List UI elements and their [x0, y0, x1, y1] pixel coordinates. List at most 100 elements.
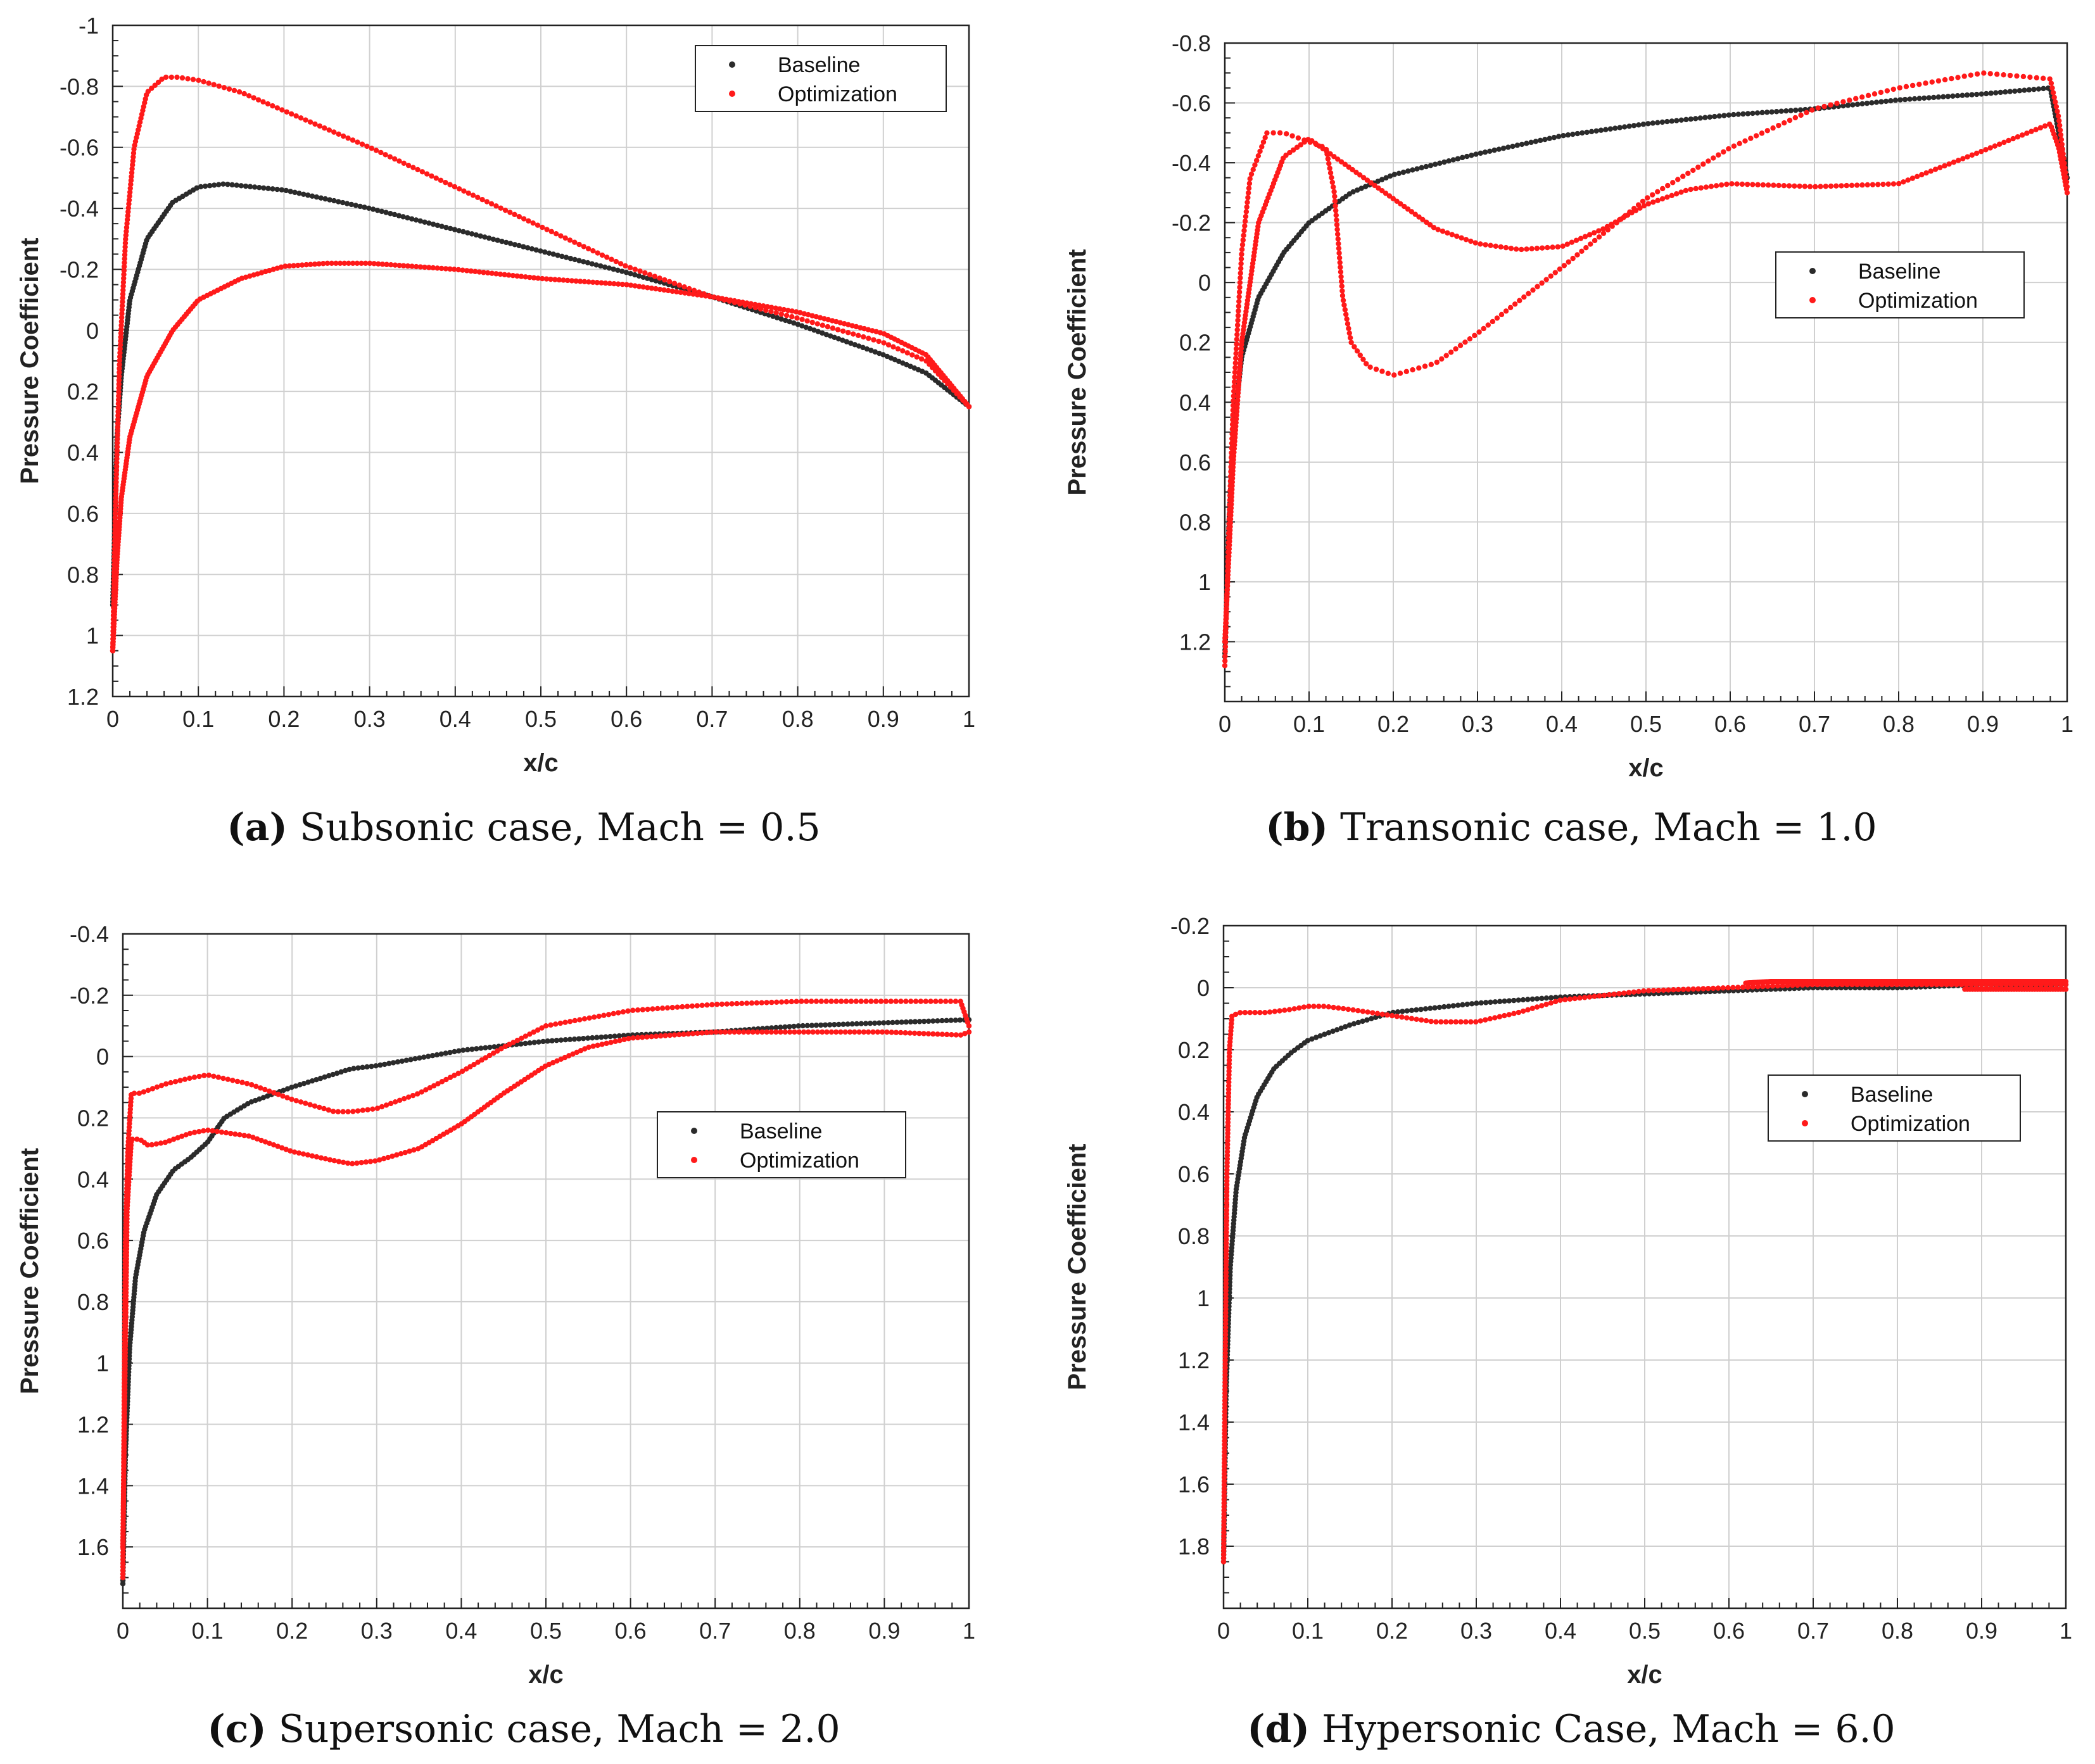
- data-point: [1954, 93, 1961, 99]
- data-point: [1592, 237, 1598, 244]
- data-point: [658, 1033, 664, 1039]
- data-point: [376, 261, 381, 267]
- data-point: [1753, 133, 1759, 139]
- data-point: [1224, 1244, 1229, 1250]
- legend-label-baseline: Baseline: [1858, 260, 1940, 284]
- data-point: [1235, 313, 1241, 318]
- data-point: [1455, 1002, 1461, 1008]
- data-point: [586, 1015, 592, 1021]
- data-point: [1332, 194, 1338, 199]
- data-point: [1338, 274, 1344, 280]
- data-point: [1405, 168, 1411, 174]
- data-point: [487, 1044, 493, 1050]
- data-point: [246, 93, 252, 99]
- data-point: [1364, 177, 1370, 183]
- data-point: [359, 141, 365, 147]
- data-point: [1764, 110, 1770, 115]
- series-optimization: [1220, 979, 2069, 1565]
- data-point: [574, 1049, 580, 1055]
- data-point: [1669, 192, 1674, 198]
- data-point: [346, 1066, 352, 1073]
- data-point: [1270, 130, 1276, 136]
- data-point: [322, 1074, 327, 1080]
- data-point: [472, 268, 478, 275]
- data-point: [1224, 1175, 1230, 1180]
- data-point: [116, 389, 122, 395]
- data-point: [1339, 288, 1345, 294]
- data-point: [709, 1002, 715, 1007]
- data-point: [1223, 1273, 1229, 1279]
- data-point: [1223, 1266, 1229, 1272]
- data-point: [196, 77, 201, 84]
- data-point: [854, 1021, 859, 1027]
- data-point: [621, 1033, 626, 1038]
- data-point: [794, 309, 799, 315]
- data-point: [1334, 217, 1339, 223]
- data-point: [291, 263, 296, 268]
- data-point: [1363, 361, 1369, 367]
- data-point: [1222, 1397, 1228, 1404]
- data-point: [1498, 244, 1504, 250]
- data-point: [1669, 118, 1675, 124]
- grid-lines: [112, 25, 970, 697]
- data-point: [279, 187, 284, 193]
- data-point: [944, 1031, 950, 1038]
- data-point: [460, 1047, 466, 1053]
- x-tick-label: 0.2: [268, 706, 300, 732]
- data-point: [1875, 182, 1881, 187]
- data-point: [374, 207, 381, 213]
- data-point: [275, 1092, 281, 1097]
- data-point: [258, 1085, 263, 1091]
- data-point: [671, 1032, 678, 1038]
- data-point: [1712, 113, 1718, 120]
- data-point: [1631, 989, 1637, 995]
- data-point: [119, 303, 125, 309]
- data-point: [1246, 190, 1251, 196]
- data-point: [877, 1020, 882, 1026]
- data-point: [845, 1021, 851, 1027]
- data-point: [1823, 184, 1828, 189]
- data-point: [205, 1127, 211, 1133]
- data-point: [1222, 1328, 1229, 1334]
- data-point: [123, 232, 129, 238]
- data-point: [412, 1055, 418, 1062]
- data-point: [1584, 129, 1590, 135]
- data-point: [902, 1030, 908, 1036]
- data-point: [514, 273, 520, 279]
- legend-label-baseline: Baseline: [740, 1119, 822, 1143]
- data-point: [1326, 1004, 1332, 1010]
- data-point: [686, 291, 692, 296]
- data-point: [250, 1135, 256, 1140]
- data-point: [1390, 196, 1396, 201]
- data-point: [403, 1057, 409, 1063]
- data-point: [1754, 110, 1761, 116]
- data-point: [1579, 130, 1585, 136]
- data-point: [299, 262, 305, 268]
- data-point: [1783, 108, 1789, 114]
- data-point: [719, 296, 725, 301]
- data-point: [1221, 1540, 1227, 1546]
- data-point: [1678, 117, 1685, 123]
- data-point: [893, 999, 899, 1004]
- data-point: [838, 1029, 844, 1035]
- data-point: [439, 224, 445, 229]
- data-point: [647, 272, 653, 277]
- data-point: [596, 1013, 602, 1019]
- data-point: [1695, 986, 1701, 992]
- data-point: [309, 1078, 315, 1084]
- x-tick-label: 0.5: [1630, 711, 1662, 737]
- data-point: [1387, 173, 1393, 179]
- data-point: [845, 330, 851, 336]
- data-point: [392, 156, 398, 162]
- data-point: [1222, 1463, 1227, 1470]
- data-point: [524, 245, 531, 251]
- data-point: [1335, 236, 1341, 242]
- data-point: [1582, 995, 1588, 1000]
- data-point: [860, 344, 866, 351]
- data-point: [858, 325, 863, 331]
- data-point: [481, 270, 486, 275]
- data-point: [1437, 160, 1443, 166]
- data-point: [1301, 1004, 1307, 1010]
- data-point: [1994, 72, 2000, 77]
- data-point: [657, 275, 662, 281]
